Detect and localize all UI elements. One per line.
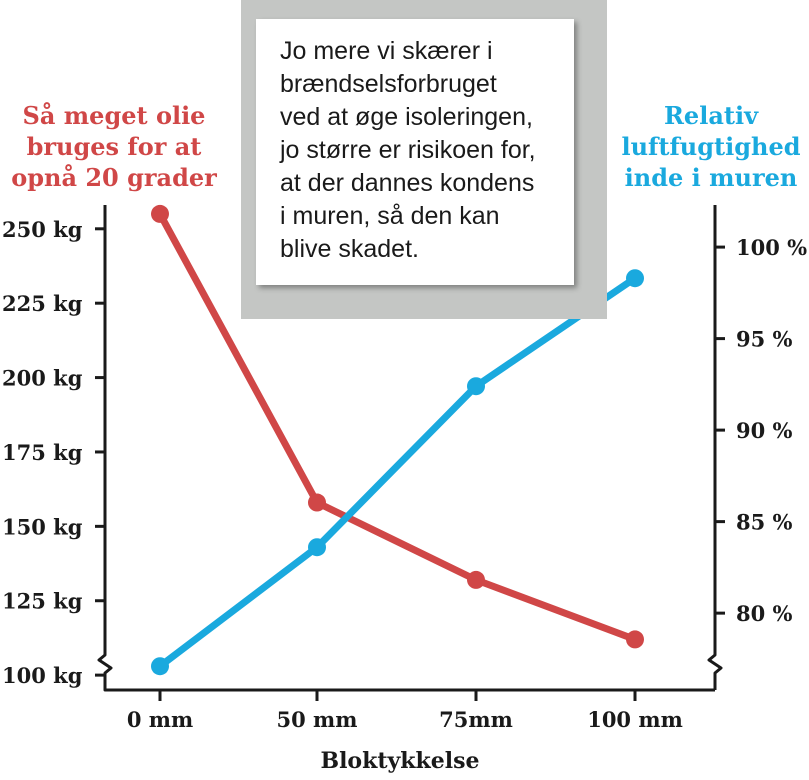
right-y-axis-line bbox=[707, 205, 723, 690]
right-y-tick-label: 90 % bbox=[736, 418, 793, 443]
left-y-tick-label: 175 kg bbox=[2, 440, 83, 465]
right-y-tick-label: 100 % bbox=[736, 235, 807, 260]
data-point-humidity bbox=[308, 538, 326, 557]
series-lines bbox=[151, 204, 644, 676]
left-y-tick-label: 225 kg bbox=[2, 291, 83, 316]
left-axis-title: Så meget olie bruges for at opnå 20 grad… bbox=[11, 101, 217, 192]
left-y-tick-label: 125 kg bbox=[2, 589, 83, 614]
left-y-tick-label: 200 kg bbox=[2, 366, 83, 391]
left-y-axis-line bbox=[97, 205, 715, 692]
right-axis-title: Relativ luftfugtighed inde i muren bbox=[621, 101, 801, 192]
data-point-humidity bbox=[467, 377, 485, 396]
series-line-oil bbox=[156, 210, 639, 643]
x-axis-label: Bloktykkelse bbox=[320, 748, 480, 774]
x-tick-label: 100 mm bbox=[587, 707, 683, 732]
series-line-humidity bbox=[156, 274, 639, 670]
left-y-tick-label: 150 kg bbox=[2, 514, 83, 539]
data-point-oil bbox=[467, 570, 485, 589]
data-point-oil bbox=[151, 204, 169, 223]
right-y-axis-ticks: 100 % 95 % 90 % 85 % 80 % bbox=[715, 235, 807, 626]
x-tick-label: 75mm bbox=[439, 707, 513, 732]
right-y-tick-label: 95 % bbox=[736, 327, 793, 352]
data-point-oil bbox=[626, 630, 644, 649]
right-y-tick-label: 80 % bbox=[736, 601, 793, 626]
left-y-axis-ticks: 250 kg 225 kg 200 kg 175 kg 150 kg 125 kg 100 … bbox=[2, 217, 105, 688]
x-tick-label: 0 mm bbox=[127, 707, 193, 732]
annotation-text: Jo mere vi skærer i brændselsforbruget v… bbox=[280, 37, 536, 263]
annotation-box bbox=[256, 19, 574, 285]
x-axis-ticks: 0 mm 50 mm 75mm 100 mm bbox=[127, 690, 683, 732]
right-y-tick-label: 85 % bbox=[736, 510, 793, 535]
data-point-oil bbox=[308, 493, 326, 512]
x-tick-label: 50 mm bbox=[277, 707, 358, 732]
left-y-tick-label: 250 kg bbox=[2, 217, 83, 242]
data-point-humidity bbox=[626, 269, 644, 288]
left-y-tick-label: 100 kg bbox=[2, 663, 83, 688]
data-point-humidity bbox=[151, 657, 169, 676]
chart-axes bbox=[97, 205, 723, 692]
